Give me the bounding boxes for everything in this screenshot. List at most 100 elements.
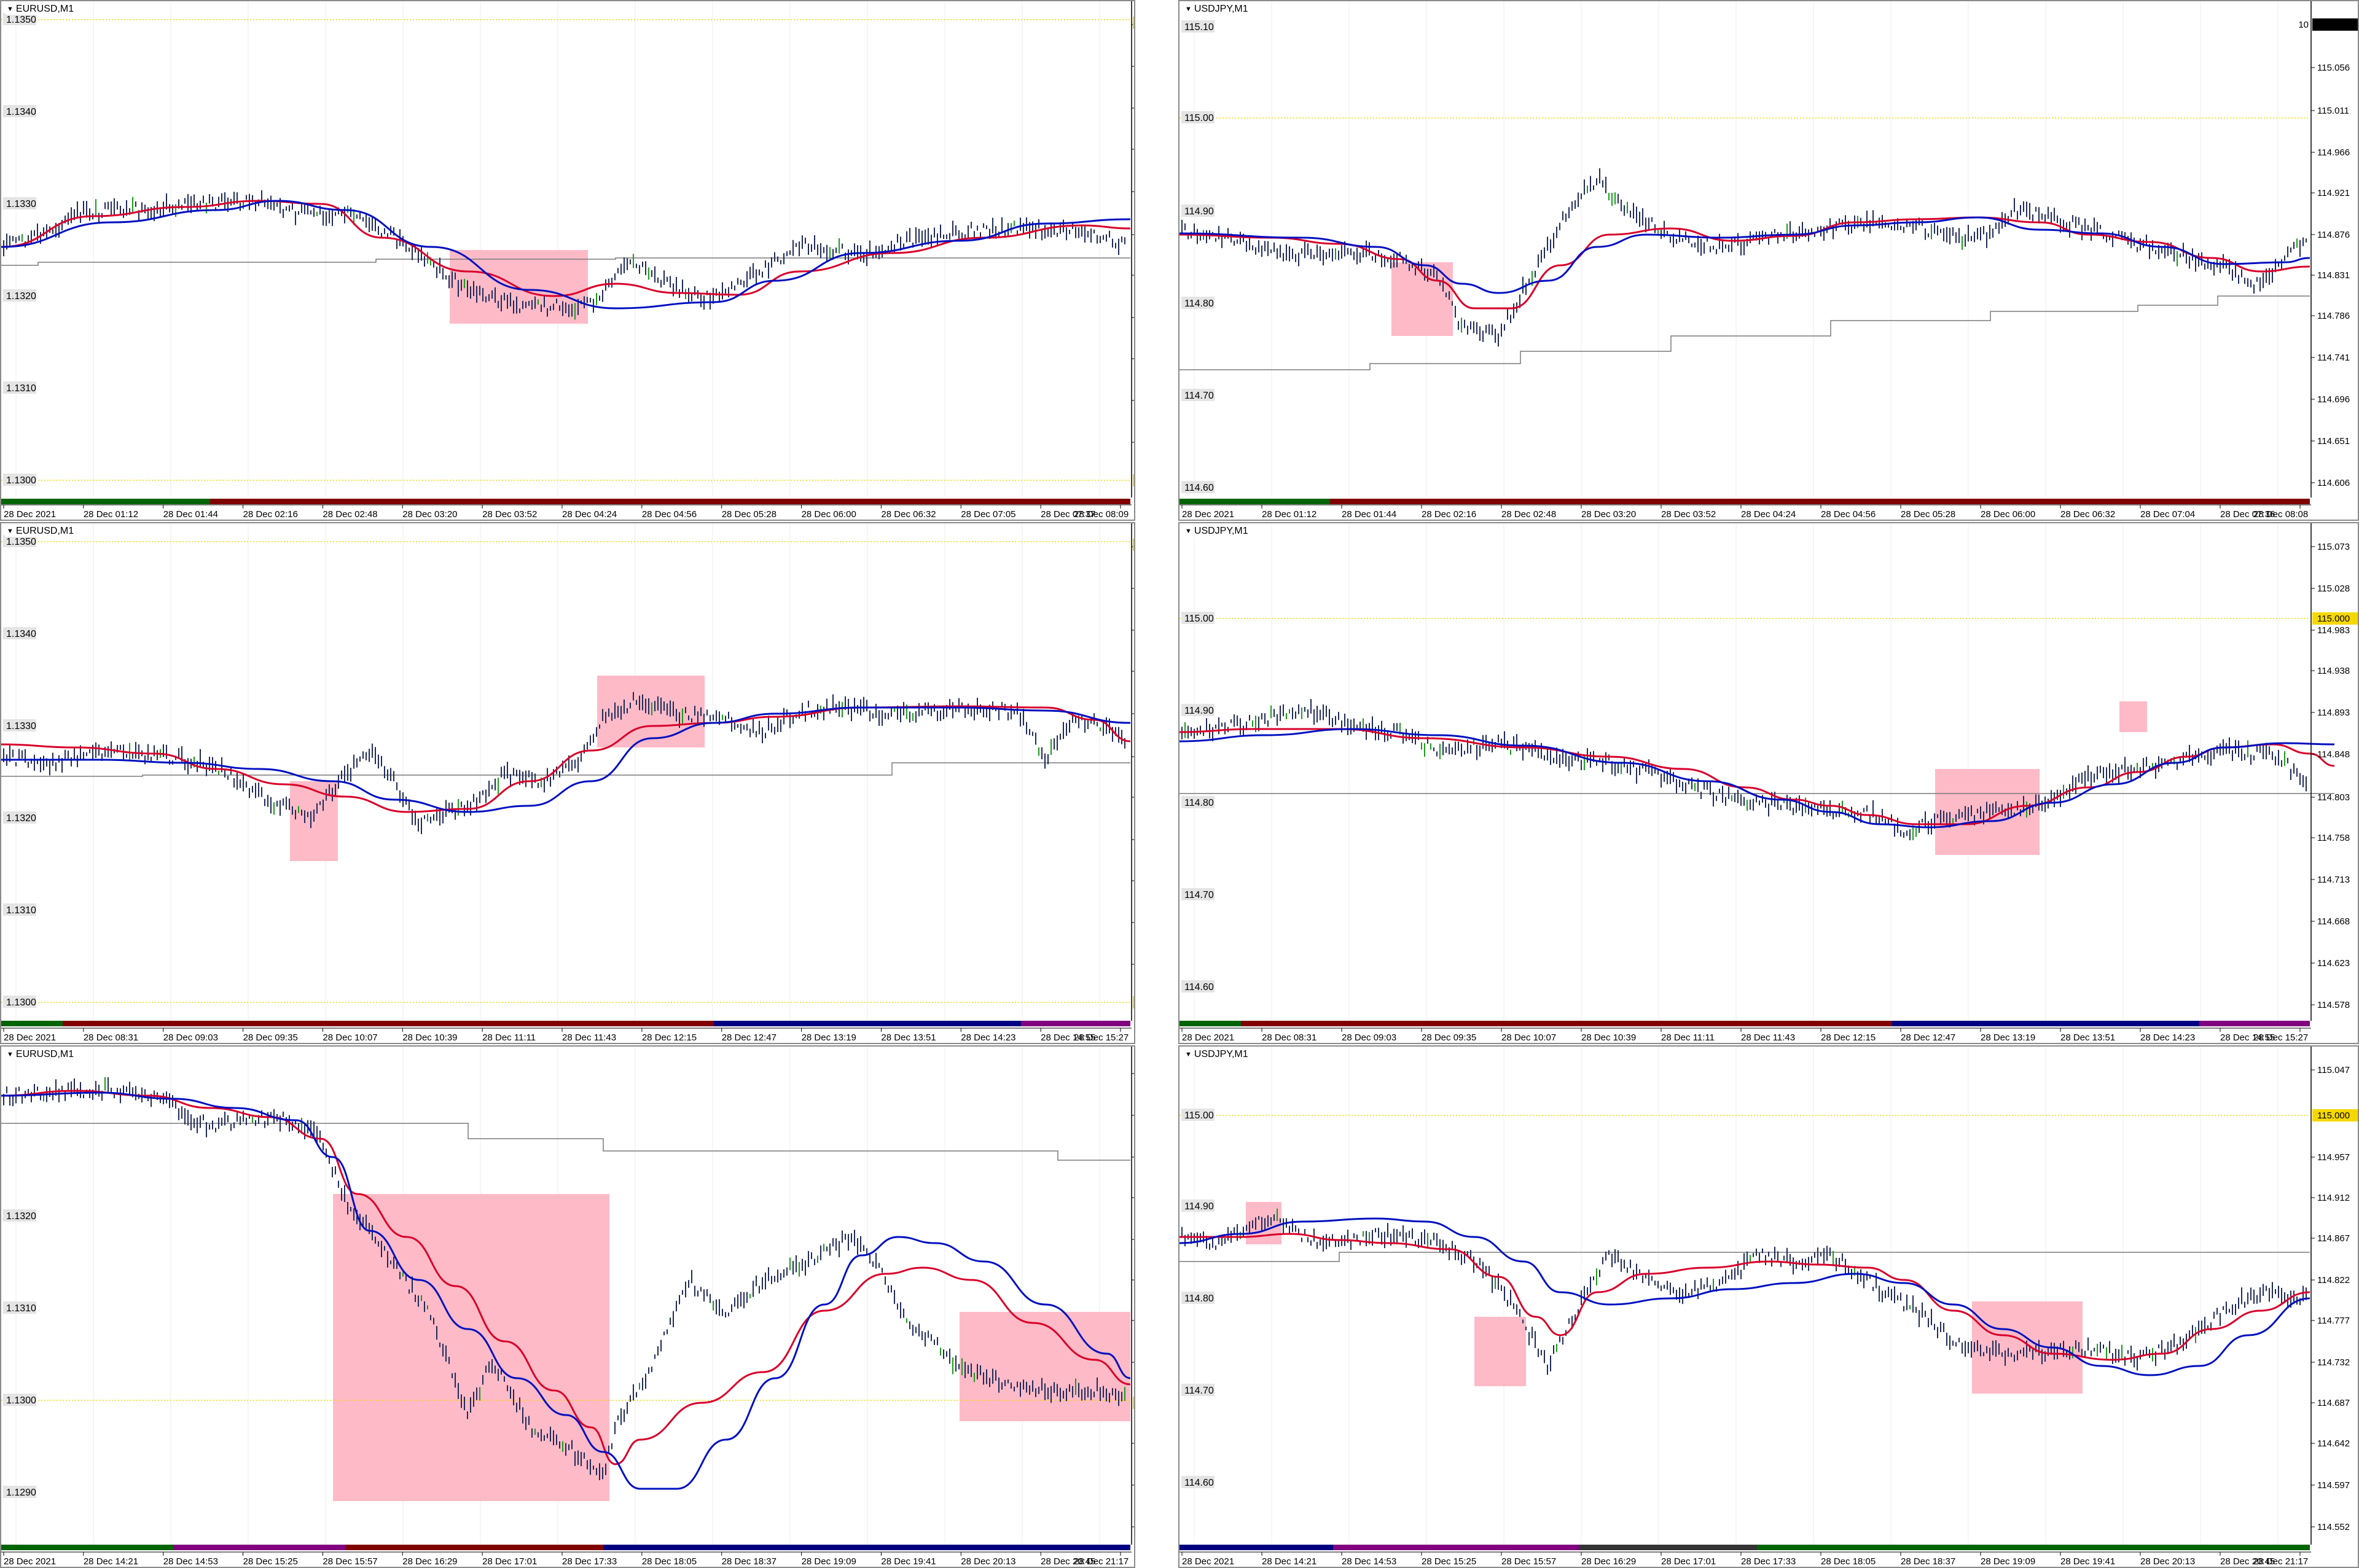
level-label-bg [1181,1292,1215,1304]
price-tick-label: 114.966 [2317,147,2350,158]
chevron-down-icon[interactable]: ▼ [1185,6,1192,13]
chart-canvas[interactable]: 1.1320 1.1310 1.1300 1.1290 1.133601.133151.… [1,1047,1135,1568]
session-segment [2199,1021,2310,1026]
price-tick-label: 114.777 [2317,1316,2350,1326]
level-label-bg [3,996,36,1008]
time-axis: 28 Dec 2021 28 Dec 08:31 28 Dec 09:03 28 De… [1180,1028,2311,1043]
session-segment [1180,499,1330,504]
ma-slow-line [1180,728,2335,829]
chart-title: ▼ EURUSD,M1 [5,526,76,537]
chart-canvas[interactable]: 115.10115.00114.90114.80114.70114.60115.… [1180,1,2359,521]
time-tick-label: 28 Dec 14:53 [1342,1556,1396,1567]
grid [15,523,1100,1021]
level-label: 1.1330 [6,199,36,209]
time-tick-label: 28 Dec 07:37 [1041,509,1095,520]
price-tick-label: 115.011 [2317,106,2349,116]
step-level [1,257,1130,266]
session-strip [1180,1545,2310,1550]
chevron-down-icon[interactable]: ▼ [1185,528,1192,535]
level-label-bg [1181,20,1215,33]
price-tick-label: 114.741 [2317,353,2350,363]
time-tick-label: 28 Dec 20:45 [1041,1556,1095,1567]
time-tick-label: 28 Dec 05:28 [722,509,777,520]
price-tick-label: 114.687 [2317,1398,2350,1408]
chevron-down-icon[interactable]: ▼ [7,6,14,13]
price-tick-label: 114.803 [2317,792,2350,803]
time-tick-label: 28 Dec 10:07 [1501,1032,1556,1043]
time-tick-label: 28 Dec 14:21 [1262,1556,1316,1567]
time-tick-label: 28 Dec 2021 [1182,509,1234,520]
highlight-zone [333,1194,609,1501]
ma-slow-line [1,200,1131,310]
price-tick-label: 114.651 [2317,436,2350,447]
price-tick-label: 114.786 [2317,311,2350,321]
time-tick-label: 28 Dec 01:44 [163,509,218,520]
level-label: 114.80 [1184,298,1214,309]
level-label-bg [3,289,36,302]
time-tick-label: 28 Dec 21:17 [2253,1556,2308,1567]
level-label: 1.1340 [6,629,36,639]
time-tick-label: 28 Dec 17:33 [562,1556,617,1567]
time-tick-label: 28 Dec 06:32 [2060,509,2115,520]
ma-slow-line [1,706,1131,813]
time-tick-label: 28 Dec 13:51 [2060,1032,2115,1043]
key-level-label: 115.00 [1184,614,1214,624]
chevron-down-icon[interactable]: ▼ [7,528,14,535]
price-axis: 115.056 115.011 114.966 114.921 114.876 114.8… [2298,1,2358,497]
time-tick-label: 28 Dec 2021 [1182,1556,1234,1567]
chart-canvas[interactable]: 1.13501.13401.13301.13201.13101.13001.13… [1,1,1135,521]
price-tick-label: 114.938 [2317,666,2350,676]
chevron-down-icon[interactable]: ▼ [7,1051,14,1058]
time-tick-label: 28 Dec 20:45 [2220,1556,2275,1567]
session-segment [173,1545,345,1550]
level-label: 1.1350 [6,15,36,25]
time-tick-label: 28 Dec 06:32 [881,509,936,520]
chart-pane-eurusd-2[interactable]: ▼ EURUSD,M1 1.1350 1.1340 1.1330 1.1320 1.131… [0,522,1135,1044]
chart-pane-usdjpy-2[interactable]: ▼ USDJPY,M1 114.90 114.80 114.70 114.60 115.0… [1178,522,2359,1044]
chart-pane-usdjpy-1[interactable]: ▼ USDJPY,M1 115.10 115.00 114.90 114.80 114.7… [1178,0,2359,521]
session-segment [1180,1545,1333,1550]
time-tick-label: 28 Dec 12:47 [722,1032,777,1043]
time-tick-label: 28 Dec 01:44 [1342,509,1396,520]
chart-canvas[interactable]: 114.90114.80114.70114.60115.00115.073115… [1180,523,2359,1044]
level-label: 114.60 [1184,982,1214,993]
level-label-bg [3,381,36,394]
session-segment [714,1021,1021,1026]
time-tick-label: 28 Dec 10:39 [402,1032,457,1043]
price-tick-label: 115.056 [2317,63,2350,73]
chart-canvas[interactable]: 1.13501.13401.13301.13201.13101.13001.13… [1,523,1135,1044]
time-tick-label: 28 Dec 12:15 [642,1032,697,1043]
time-tick-label: 28 Dec 13:19 [802,1032,856,1043]
level-label-bg [1181,1476,1215,1488]
price-tick-label: 114.578 [2317,1000,2350,1010]
level-label-bg [1181,111,1215,123]
chart-pane-usdjpy-3[interactable]: ▼ USDJPY,M1 114.90 114.80 114.70 114.60 115.0… [1178,1045,2359,1568]
chart-pane-eurusd-3[interactable]: ▼EURUSD,M1 1.1320 1.1310 1.1300 1.1290 1.133… [0,1045,1135,1568]
chart-pane-eurusd-1[interactable]: ▼ EURUSD,M1 1.1350 1.1340 1.1330 1.1320 1.131… [0,0,1135,521]
time-tick-label: 28 Dec 04:24 [1741,509,1796,520]
key-level-tag-bg [2312,1109,2358,1121]
time-tick-label: 28 Dec 17:01 [1661,1556,1716,1567]
chart-canvas[interactable]: 114.90 114.80 114.70 114.60 115.00 115.047 114… [1180,1047,2359,1568]
time-tick-label: 28 Dec 15:57 [323,1556,377,1567]
level-label: 1.1350 [6,537,36,547]
level-label-bg [3,627,36,639]
ma-fast-line [1180,1233,2310,1361]
current-price-tag: 115.103 [2317,20,2350,30]
level-label: 1.1300 [6,997,36,1008]
price-tick-label: 114.597 [2317,1480,2350,1491]
time-tick-label: 28 Dec 11:11 [482,1032,536,1043]
price-tick-label: 114.876 [2317,230,2350,240]
grid [1194,523,2279,1021]
time-tick-label: 28 Dec 18:05 [642,1556,697,1567]
grid [1194,1047,2279,1545]
level-labels: 1.1350 1.1340 1.1330 1.1320 1.1310 1.1300 [3,13,36,486]
time-tick-label: 28 Dec 18:37 [1901,1556,1955,1567]
price-tick-label: 114.552 [2317,1522,2350,1532]
level-label: 115.00 [1184,113,1214,123]
level-label: 1.1320 [6,813,36,824]
level-label-bg [3,903,36,916]
time-axis: 28 Dec 2021 28 Dec 14:21 28 Dec 14:53 28 De… [1,1551,1132,1567]
time-tick-label: 28 Dec 14:23 [2140,1032,2195,1043]
chevron-down-icon[interactable]: ▼ [1185,1051,1192,1058]
